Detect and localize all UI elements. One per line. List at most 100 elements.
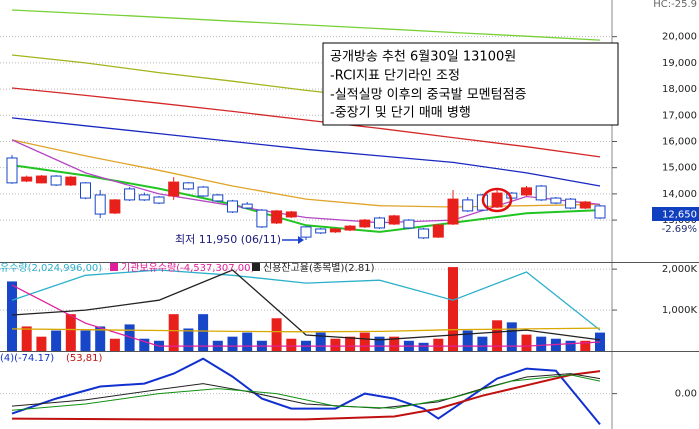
volume-bar (595, 332, 605, 351)
volume-bar (506, 322, 517, 351)
series-line (11, 370, 601, 421)
price-tag-box (652, 207, 699, 221)
volume-bar (345, 336, 356, 351)
annotation-line: -실적실망 이후의 중국발 모멘텀점증 (330, 88, 527, 103)
candle-body (21, 176, 33, 182)
volume-bar (374, 336, 385, 351)
volume-bar (418, 342, 429, 351)
candle-body (35, 175, 47, 184)
y-tick-label: 16,000 (662, 136, 697, 147)
volume-bar (242, 332, 253, 351)
candle-body (462, 199, 474, 212)
candle-body (388, 215, 400, 225)
y-tick-label: 17,000 (662, 110, 697, 121)
volume-bar (330, 338, 341, 351)
candle-body (182, 182, 194, 190)
volume-bar (21, 326, 32, 351)
candle-body (403, 219, 415, 229)
candle-body (374, 217, 385, 229)
series-line (11, 117, 601, 187)
series-line (11, 327, 601, 333)
candle-body (65, 176, 77, 186)
y-tick-label: 15,000 (662, 163, 697, 174)
volume-bar (477, 336, 488, 351)
candle-body (521, 187, 532, 196)
volume-bar (7, 281, 17, 351)
volume-bar (65, 314, 76, 351)
series-line (11, 269, 601, 341)
series-line (11, 87, 601, 158)
annotation-line: -RCI지표 단기라인 조정 (330, 69, 460, 84)
candle-body (359, 219, 371, 228)
candle-body (256, 209, 268, 228)
series-line (11, 9, 601, 41)
panel (0, 9, 612, 240)
overlay: 공개방송 추천 6월30일 13100원 -RCI지표 단기라인 조정 -실적실… (175, 0, 699, 246)
annotation-box (322, 42, 619, 126)
volume-bar (109, 338, 120, 351)
volume-bar (521, 334, 532, 351)
candle-body (50, 175, 62, 186)
volume-bar (271, 318, 282, 351)
y-tick-label: 20,000 (662, 32, 697, 43)
volume-bar (448, 267, 458, 351)
legend-label: (4)(-74.17) (0, 353, 54, 364)
annotation-line: 공개방송 추천 6월30일 13100원 (330, 50, 516, 65)
volume-bar (286, 338, 297, 351)
candle-body (432, 224, 444, 238)
volume-bar (462, 330, 473, 351)
volume-bar (536, 336, 547, 351)
candle-body (329, 228, 341, 233)
candle-body (6, 157, 18, 184)
candle-body (594, 205, 606, 219)
volume-bar (389, 336, 400, 351)
candle-body (227, 200, 238, 213)
y-tick-label: 2,000K (662, 264, 698, 275)
candle-body (300, 226, 312, 238)
y-tick-label: 1,000K (662, 305, 698, 316)
y-tick-label: 14,000 (662, 189, 697, 200)
series-line (11, 269, 601, 331)
y-tick-label: 0.00 (675, 389, 697, 400)
panel (0, 267, 612, 351)
candle-body (491, 192, 503, 208)
candle-body (418, 228, 430, 239)
volume-bar (359, 332, 370, 351)
volume-bar (139, 338, 150, 351)
volume-bar (565, 340, 576, 351)
candle-body (550, 197, 562, 204)
legend-swatch (252, 263, 260, 271)
series-line (11, 357, 601, 426)
volume-bar (80, 330, 91, 351)
candle-body (535, 185, 547, 201)
candle-body (153, 196, 165, 204)
candle-body (197, 186, 209, 197)
candle-body (447, 198, 459, 225)
volume-bar (95, 326, 106, 351)
volume-bar (51, 330, 62, 351)
volume-bar (183, 328, 194, 351)
volume-bar (315, 332, 326, 351)
candle-body (138, 194, 150, 201)
volume-bar (198, 314, 209, 351)
header-note: HC:-25.9 (653, 0, 697, 10)
volume-bar (227, 336, 238, 351)
change-tag: -2.69% (662, 224, 697, 235)
volume-bar (433, 338, 444, 351)
y-tick-label: 19,000 (662, 58, 697, 69)
volume-bar (36, 336, 47, 351)
volume-bar (492, 320, 503, 351)
candle-body (285, 211, 297, 218)
candle-body (579, 201, 591, 209)
volume-bar (124, 324, 135, 351)
legend-swatch (110, 263, 118, 271)
candle-body (315, 228, 327, 234)
panel (0, 357, 612, 426)
annotation-line: -중장기 및 단기 매매 병행 (330, 105, 471, 121)
volume-bar (580, 340, 591, 351)
legend-label: 기관보유수량(-4,537,307,00) (121, 262, 255, 274)
candle-body (344, 225, 356, 231)
candle-body (241, 203, 253, 209)
low-note: 최저 11,950 (06/11) (175, 233, 281, 246)
